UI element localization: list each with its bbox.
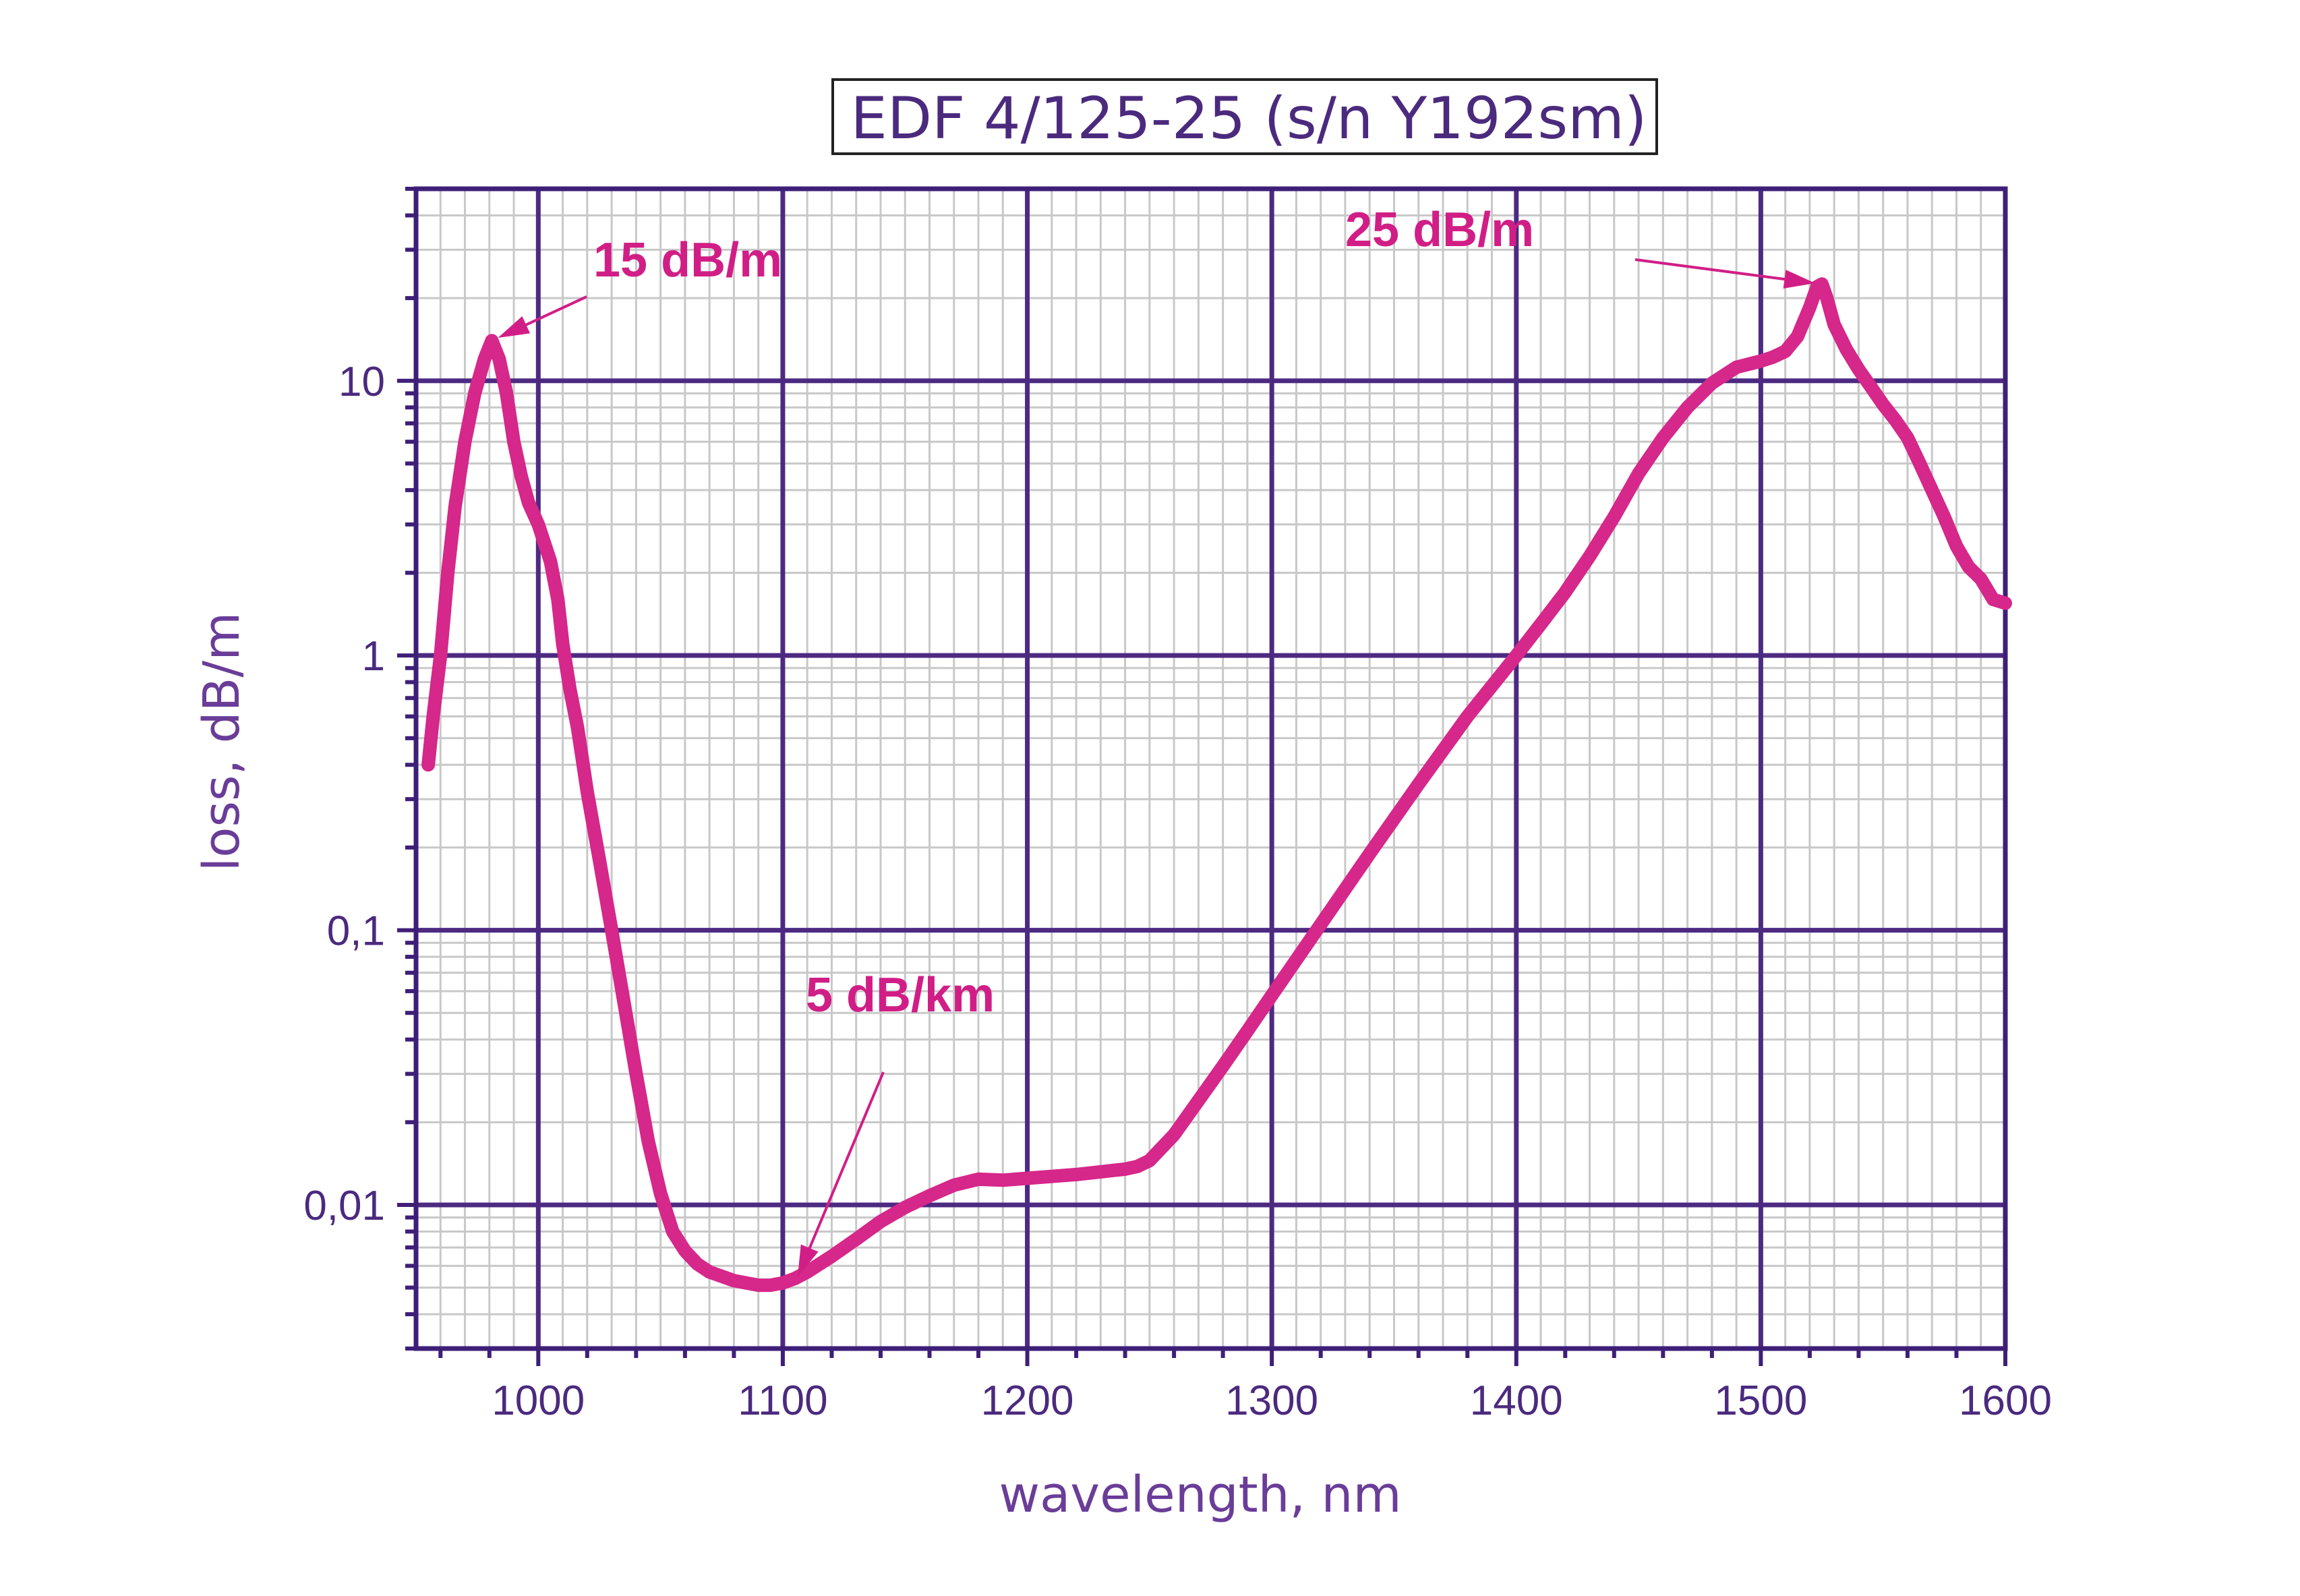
plot-frame <box>413 186 2008 1351</box>
y-tick-label: 0,01 <box>303 1183 385 1229</box>
y-tick-label: 10 <box>338 359 385 405</box>
x-tick-label: 1400 <box>1470 1378 1563 1424</box>
annotation-label: 25 dB/m <box>1345 203 1534 257</box>
annotation-arrow <box>515 295 587 331</box>
annotation-arrowhead <box>498 316 531 338</box>
major-grid <box>416 189 2008 1349</box>
chart-title: EDF 4/125-25 (s/n Y192sm) <box>851 85 1647 152</box>
annotation-arrow <box>804 1071 885 1259</box>
loss-curve <box>421 277 2012 1293</box>
annotation-arrow <box>1634 258 1796 283</box>
y-axis-label: loss, dB/m <box>193 612 251 872</box>
x-axis-label: wavelength, nm <box>999 1466 1401 1524</box>
tick-labels: 1000 1100 1200 1300 1400 1500 1600 0,01 0,1 1 10 <box>303 359 2052 1424</box>
x-tick-label: 1500 <box>1714 1378 1807 1424</box>
annotation-label: 15 dB/m <box>593 233 782 287</box>
x-tick-label: 1300 <box>1225 1378 1318 1424</box>
x-tick-label: 1100 <box>738 1378 827 1424</box>
x-tick-label: 1600 <box>1959 1378 2052 1424</box>
x-tick-label: 1200 <box>981 1378 1074 1424</box>
title-box <box>831 78 1658 155</box>
annotation-arrowhead <box>797 1244 819 1277</box>
x-tick-label: 1000 <box>492 1378 585 1424</box>
y-tick-label: 1 <box>362 633 385 680</box>
y-tick-label: 0,1 <box>327 908 385 955</box>
annotation-arrowhead <box>1783 270 1816 289</box>
annotations: 15 dB/m 5 dB/km 25 dB/m <box>498 203 1816 1277</box>
annotation-label: 5 dB/km <box>806 968 995 1022</box>
